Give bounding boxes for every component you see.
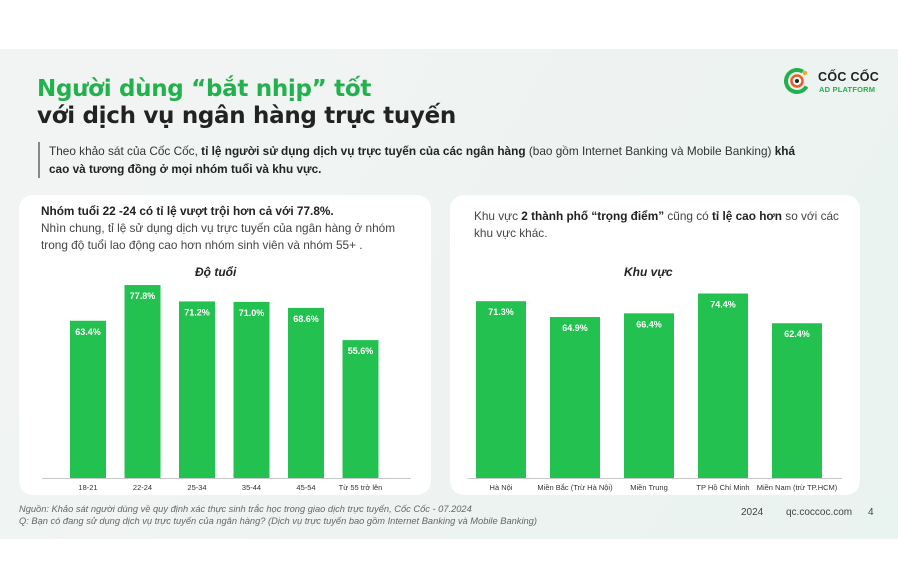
age-data-label: 71.0% bbox=[239, 308, 265, 318]
age-note-headline: Nhóm tuổi 22 -24 có tỉ lệ vượt trội hơn … bbox=[41, 204, 334, 218]
age-tick-label: 22-24 bbox=[133, 483, 152, 492]
region-tick-label: Miền Nam (trừ TP.HCM) bbox=[757, 483, 838, 492]
region-data-label: 62.4% bbox=[784, 329, 810, 339]
logo-name: CỐC CỐC bbox=[818, 70, 880, 84]
region-note-text-2: cũng có bbox=[664, 209, 712, 223]
question-text: Q: Bạn có đang sử dụng dịch vụ trực tuyế… bbox=[19, 516, 537, 526]
age-tick-label: 18-21 bbox=[78, 483, 97, 492]
region-note-text-3: so với các khu vực khác. bbox=[474, 209, 839, 240]
age-bar bbox=[233, 301, 270, 478]
footer-year: 2024 bbox=[741, 507, 764, 518]
age-chart-title: Độ tuổi bbox=[195, 265, 237, 279]
brand-logo: CỐC CỐC AD PLATFORM bbox=[784, 66, 879, 98]
source-note: Nguồn: Khảo sát người dùng về quy định x… bbox=[19, 503, 537, 527]
region-tick-label: Miền Bắc (Trừ Hà Nội) bbox=[537, 483, 613, 492]
region-note-bold-2: tỉ lệ cao hơn bbox=[712, 209, 783, 223]
footer-site: qc.coccoc.com bbox=[786, 507, 853, 518]
region-tick-label: TP Hồ Chí Minh bbox=[696, 483, 749, 492]
intro-bold-2: khá cao và tương đồng ở mọi nhóm tuổi và… bbox=[49, 144, 796, 176]
age-bar bbox=[342, 340, 379, 478]
logo-subtitle: AD PLATFORM bbox=[819, 85, 876, 94]
region-bar bbox=[476, 301, 526, 478]
intro-text-1: Theo khảo sát của Cốc Cốc, bbox=[49, 144, 202, 158]
age-tick-label: Từ 55 trở lên bbox=[339, 483, 383, 492]
age-bar bbox=[124, 285, 161, 478]
age-bar bbox=[288, 307, 324, 478]
age-note: Nhóm tuổi 22 -24 có tỉ lệ vượt trội hơn … bbox=[41, 203, 421, 254]
age-tick-label: 25-34 bbox=[187, 483, 206, 492]
page-number: 4 bbox=[868, 507, 874, 518]
region-data-label: 74.4% bbox=[710, 299, 736, 309]
age-note-text: Nhìn chung, tỉ lệ sử dụng dịch vụ trực t… bbox=[41, 221, 396, 252]
region-tick-label: Miền Trung bbox=[630, 483, 668, 492]
intro-text-2: (bao gồm Internet Banking và Mobile Bank… bbox=[525, 144, 775, 158]
region-bar bbox=[624, 313, 674, 478]
age-tick-label: 35-44 bbox=[242, 483, 261, 492]
region-data-label: 71.3% bbox=[488, 307, 514, 317]
region-bar bbox=[772, 323, 822, 478]
intro-bold-1: tỉ lệ người sử dụng dịch vụ trực tuyến c… bbox=[201, 144, 526, 158]
region-note: Khu vực 2 thành phố “trọng điểm” cũng có… bbox=[474, 208, 844, 242]
age-tick-label: 45-54 bbox=[296, 483, 315, 492]
intro-paragraph: Theo khảo sát của Cốc Cốc, tỉ lệ người s… bbox=[38, 142, 798, 178]
source-text: Nguồn: Khảo sát người dùng về quy định x… bbox=[19, 504, 472, 514]
region-data-label: 64.9% bbox=[562, 323, 588, 333]
age-data-label: 77.8% bbox=[130, 291, 156, 301]
age-data-label: 63.4% bbox=[75, 327, 101, 337]
region-chart-title: Khu vực bbox=[624, 265, 673, 279]
age-data-label: 55.6% bbox=[348, 346, 374, 356]
age-bar bbox=[70, 320, 106, 478]
title-line-2: với dịch vụ ngân hàng trực tuyến bbox=[37, 103, 456, 129]
region-data-label: 66.4% bbox=[636, 319, 662, 329]
title-line-1: Người dùng “bắt nhịp” tốt bbox=[37, 76, 372, 102]
region-bar bbox=[550, 317, 600, 478]
region-note-bold-1: 2 thành phố “trọng điểm” bbox=[521, 209, 665, 223]
region-tick-label: Hà Nội bbox=[490, 483, 513, 492]
age-data-label: 71.2% bbox=[184, 307, 210, 317]
coccoc-logo-icon bbox=[784, 68, 810, 94]
region-note-text-1: Khu vực bbox=[474, 209, 522, 223]
region-bar bbox=[698, 293, 748, 478]
age-data-label: 68.6% bbox=[293, 314, 319, 324]
age-bar bbox=[179, 301, 215, 478]
